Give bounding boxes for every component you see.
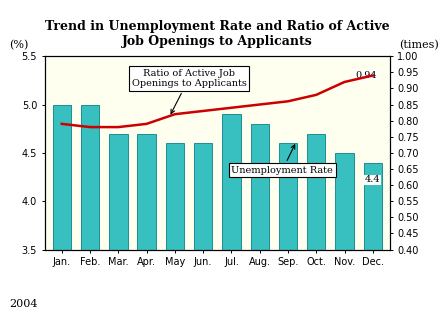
Text: 0.94: 0.94 <box>356 71 378 80</box>
Bar <box>166 143 184 312</box>
Text: 4.4: 4.4 <box>365 175 381 184</box>
Text: Ratio of Active Job
Openings to Applicants: Ratio of Active Job Openings to Applican… <box>132 69 246 114</box>
Bar <box>307 134 325 312</box>
Bar <box>222 114 241 312</box>
Text: 2004: 2004 <box>9 299 38 309</box>
Text: (%): (%) <box>9 40 28 50</box>
Bar <box>194 143 212 312</box>
Bar <box>250 124 269 312</box>
Bar <box>109 134 128 312</box>
Bar <box>52 105 71 312</box>
Bar <box>81 105 99 312</box>
Text: (times): (times) <box>399 40 439 50</box>
Bar <box>364 163 382 312</box>
Text: Unemployment Rate: Unemployment Rate <box>232 145 333 175</box>
Title: Trend in Unemployment Rate and Ratio of Active
Job Openings to Applicants: Trend in Unemployment Rate and Ratio of … <box>45 20 390 48</box>
Bar <box>138 134 156 312</box>
Bar <box>279 143 297 312</box>
Bar <box>336 153 354 312</box>
